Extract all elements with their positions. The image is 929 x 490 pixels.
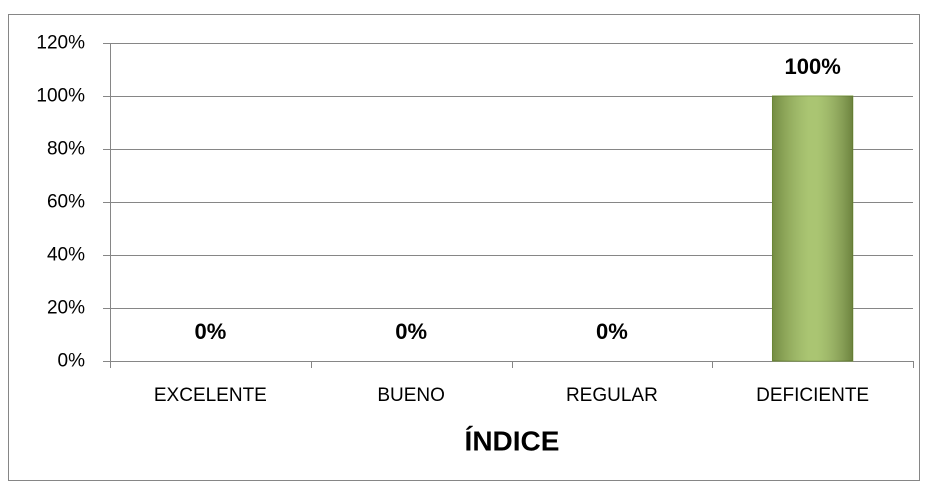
y-tick-label: 80% bbox=[47, 139, 85, 160]
y-tick-label: 120% bbox=[36, 33, 85, 54]
data-label: 0% bbox=[194, 319, 226, 344]
y-tick-label: 20% bbox=[47, 298, 85, 319]
y-tick-label: 0% bbox=[58, 351, 86, 372]
y-tick-label: 40% bbox=[47, 245, 85, 266]
bar-shade bbox=[772, 96, 853, 361]
x-tick-label: REGULAR bbox=[566, 385, 658, 406]
y-tick-label: 100% bbox=[36, 86, 85, 107]
x-tick-label: BUENO bbox=[377, 385, 445, 406]
chart-frame bbox=[8, 14, 920, 481]
data-label: 0% bbox=[395, 319, 427, 344]
x-axis-title: ÍNDICE bbox=[465, 425, 560, 456]
x-tick-label: EXCELENTE bbox=[154, 385, 267, 406]
data-label: 100% bbox=[784, 54, 840, 79]
y-tick-label: 60% bbox=[47, 192, 85, 213]
data-label: 0% bbox=[596, 319, 628, 344]
x-tick-label: DEFICIENTE bbox=[756, 385, 869, 406]
